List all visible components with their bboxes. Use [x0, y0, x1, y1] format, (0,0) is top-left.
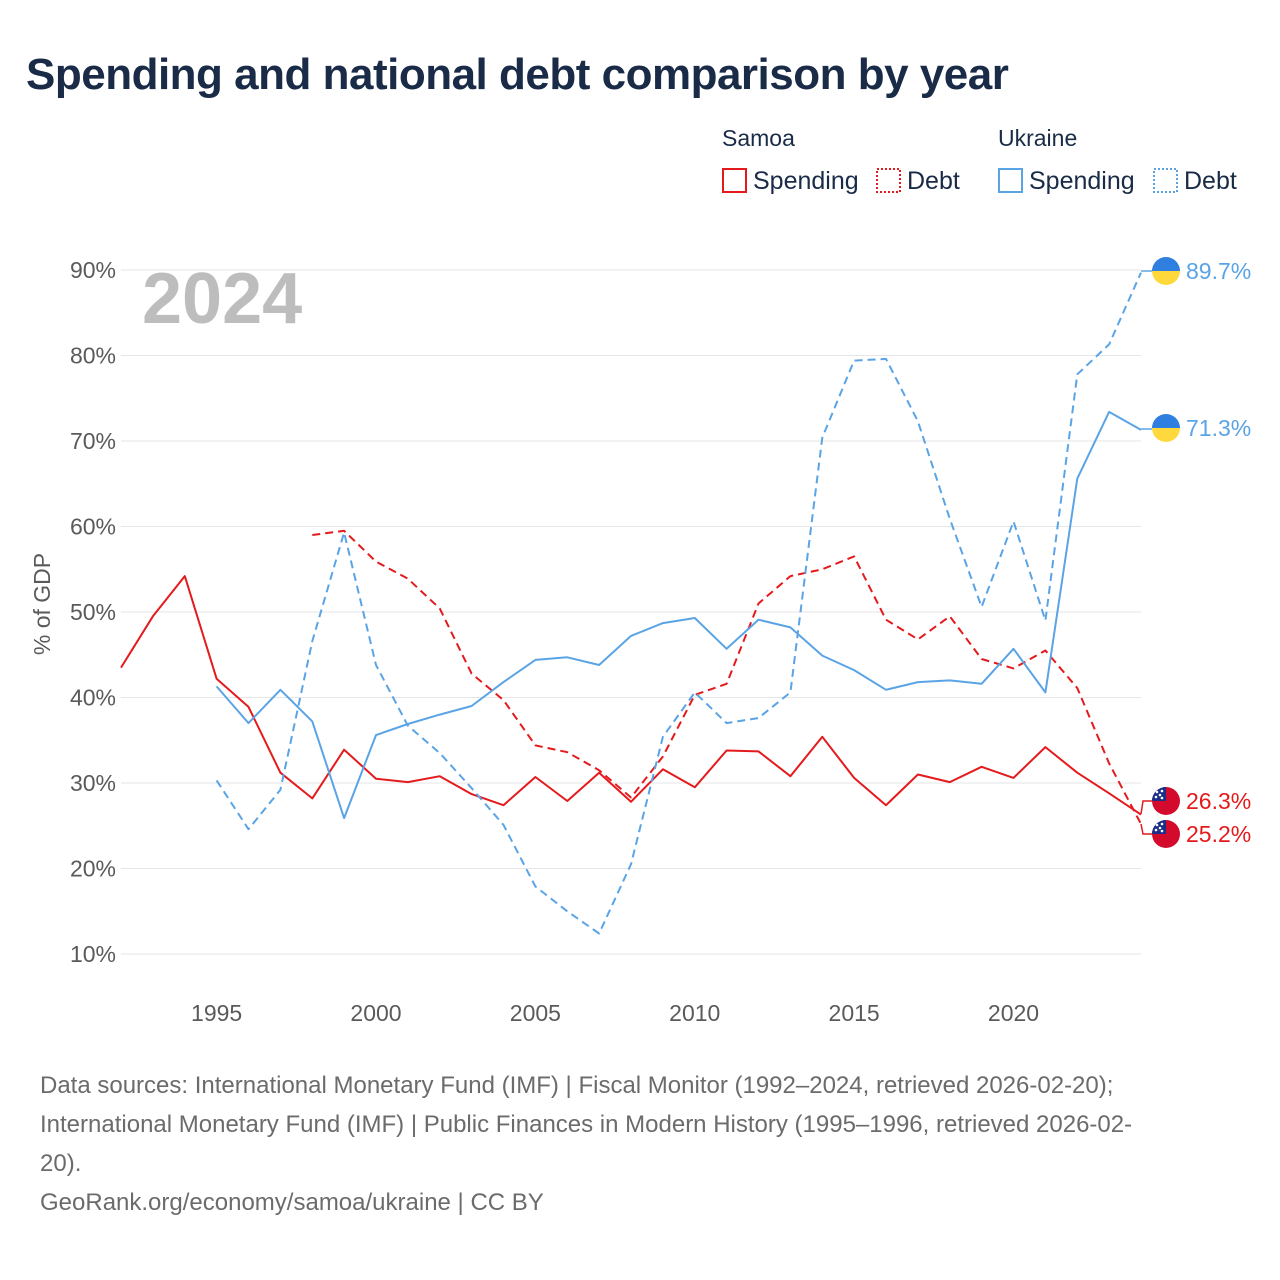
series-group [120, 272, 1142, 935]
y-tick-label: 10% [70, 941, 116, 967]
series-line-samoa-spending [120, 575, 1142, 816]
legend-samoa-debt-label: Debt [907, 167, 960, 195]
connector-samoa-spending [1140, 800, 1152, 815]
legend-ukraine-debt-swatch [1153, 168, 1178, 193]
legend-ukraine-spending-swatch [998, 168, 1023, 193]
legend-group-ukraine: Ukraine [998, 125, 1077, 151]
x-tick-label: 1995 [191, 1000, 242, 1026]
y-axis-ticks: 10% 20% 30% 40% 50% 60% 70% 80% 90% [70, 257, 116, 967]
x-tick-label: 2010 [669, 1000, 720, 1026]
ukraine-flag-icon [1152, 414, 1180, 442]
x-tick-label: 2000 [350, 1000, 401, 1026]
y-tick-label: 70% [70, 428, 116, 454]
legend-samoa-spending-label: Spending [753, 167, 859, 195]
samoa-flag-icon [1152, 820, 1180, 848]
source-line: International Monetary Fund (IMF) | Publ… [40, 1111, 1133, 1138]
series-line-samoa-debt [312, 529, 1142, 825]
legend: Samoa Spending Debt Ukraine Spending Deb… [722, 125, 1237, 195]
x-axis-ticks: 1995 2000 2005 2010 2015 2020 [191, 1000, 1039, 1026]
x-tick-label: 2020 [988, 1000, 1039, 1026]
connector-samoa-debt [1140, 823, 1152, 835]
y-axis-label: % of GDP [29, 553, 55, 655]
legend-samoa-spending-swatch [722, 168, 747, 193]
legend-ukraine-spending-label: Spending [1029, 167, 1135, 195]
year-watermark: 2024 [142, 259, 302, 339]
grid [121, 269, 1141, 955]
samoa-flag-icon [1152, 787, 1180, 815]
end-label-samoa-debt: 25.2% [1186, 821, 1251, 847]
y-tick-label: 20% [70, 856, 116, 882]
y-tick-label: 30% [70, 770, 116, 796]
series-line-ukraine-debt [215, 272, 1142, 935]
end-connectors [1140, 270, 1152, 835]
page-title: Spending and national debt comparison by… [26, 50, 1009, 99]
legend-samoa-debt-swatch [876, 168, 901, 193]
source-notes: Data sources: International Monetary Fun… [40, 1066, 1240, 1222]
credit-line: GeoRank.org/economy/samoa/ukraine | CC B… [40, 1189, 544, 1216]
ukraine-flag-icon [1152, 257, 1180, 285]
end-label-samoa-spending: 26.3% [1186, 788, 1251, 814]
x-tick-label: 2015 [829, 1000, 880, 1026]
chart: Samoa Spending Debt Ukraine Spending Deb… [29, 125, 1251, 1026]
end-label-ukraine-spending: 71.3% [1186, 415, 1251, 441]
legend-ukraine-debt-label: Debt [1184, 167, 1237, 195]
y-tick-label: 60% [70, 514, 116, 540]
end-label-ukraine-debt: 89.7% [1186, 258, 1251, 284]
y-tick-label: 90% [70, 257, 116, 283]
legend-group-samoa: Samoa [722, 125, 795, 151]
source-line: Data sources: International Monetary Fun… [40, 1072, 1114, 1099]
series-line-ukraine-spending [215, 410, 1142, 820]
source-line: 20). [40, 1150, 82, 1177]
y-tick-label: 80% [70, 343, 116, 369]
x-tick-label: 2005 [510, 1000, 561, 1026]
y-tick-label: 50% [70, 599, 116, 625]
y-tick-label: 40% [70, 685, 116, 711]
